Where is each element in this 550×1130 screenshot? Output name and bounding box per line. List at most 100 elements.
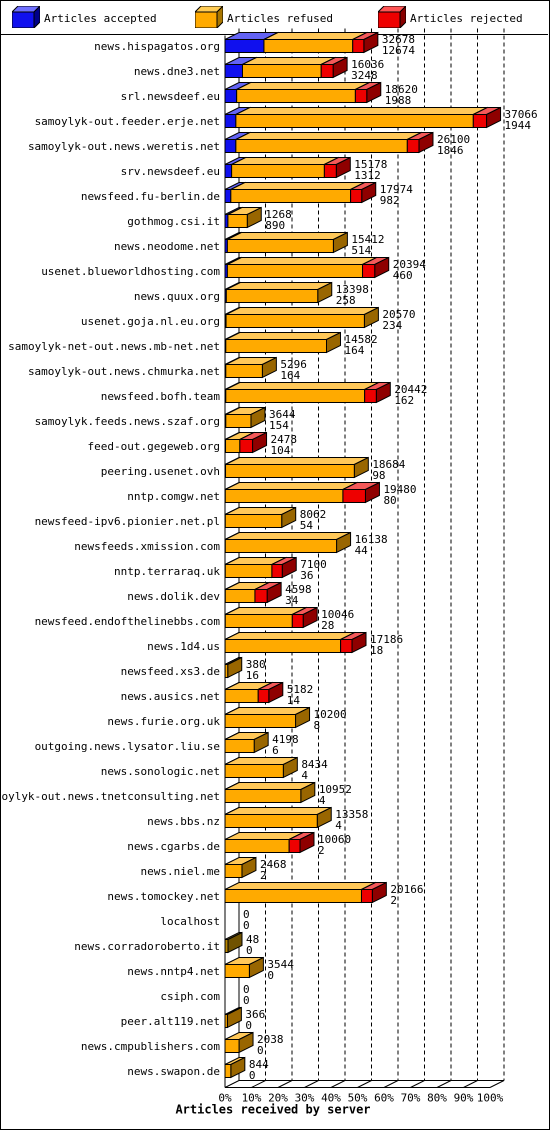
- total-label: 17186: [370, 633, 403, 646]
- bar-refused-top: [235, 132, 422, 140]
- bar-refused: [224, 589, 256, 603]
- x-tick-label-70: 70%: [401, 1092, 421, 1105]
- category-label: news.tomockey.net: [107, 890, 220, 903]
- total-label: 7100: [300, 558, 327, 571]
- bar-refused: [224, 614, 293, 628]
- bar-accepted: [224, 139, 237, 153]
- size-label: 0: [243, 919, 250, 932]
- category-label: news.quux.org: [134, 290, 220, 303]
- total-label: 20570: [382, 308, 415, 321]
- bar-refused: [225, 439, 241, 453]
- bar-refused: [224, 814, 318, 828]
- size-label: 54: [300, 519, 314, 532]
- category-label: samoylyk.feeds.news.szaf.org: [35, 415, 220, 428]
- bar-refused: [224, 864, 243, 878]
- category-label: newsfeed.xs3.de: [121, 665, 220, 678]
- total-label: 48: [246, 933, 259, 946]
- category-label: samoylyk-out.news.tnetconsulting.net: [0, 790, 220, 803]
- size-label: 1988: [385, 94, 412, 107]
- total-label: 4598: [285, 583, 312, 596]
- category-label: newsfeed.bofh.team: [101, 390, 221, 403]
- size-label: 1846: [437, 144, 464, 157]
- category-label: csiph.com: [160, 990, 220, 1003]
- bar-refused: [225, 389, 366, 403]
- x-tick-label-30: 30%: [295, 1092, 315, 1105]
- x-tick-label-10: 10%: [242, 1092, 262, 1105]
- total-label: 380: [246, 658, 266, 671]
- total-label: 5182: [287, 683, 314, 696]
- size-label: 2: [260, 869, 267, 882]
- bar-refused-top: [224, 882, 376, 890]
- bar-refused: [236, 89, 356, 103]
- size-label: 154: [269, 419, 289, 432]
- size-label: 258: [336, 294, 356, 307]
- category-label: feed-out.gegeweb.org: [88, 440, 220, 453]
- category-label: nntp.comgw.net: [127, 490, 220, 503]
- bar-refused: [227, 214, 248, 228]
- bar-refused-top: [225, 382, 379, 390]
- bar-refused: [224, 514, 283, 528]
- category-label: samoylyk-out.news.chmurka.net: [28, 365, 220, 378]
- x-tick-label-0: 0%: [218, 1092, 232, 1105]
- bar-refused: [225, 314, 365, 328]
- size-label: 164: [344, 344, 364, 357]
- category-label: localhost: [160, 915, 220, 928]
- category-label: news.furie.org.uk: [107, 715, 220, 728]
- total-label: 18684: [372, 458, 405, 471]
- bar-refused-top: [230, 182, 365, 190]
- bar-refused: [224, 714, 297, 728]
- legend-label-refused: Articles refused: [227, 12, 333, 25]
- category-label: peer.alt119.net: [121, 1015, 220, 1028]
- size-label: 0: [246, 944, 253, 957]
- total-label: 0: [243, 983, 250, 996]
- bar-refused: [225, 289, 319, 303]
- bar-small: [224, 939, 229, 953]
- bar-refused: [263, 39, 354, 53]
- bar-rejected: [472, 114, 488, 128]
- size-label: 234: [382, 319, 402, 332]
- total-label: 0: [243, 908, 250, 921]
- x-floor-tick-20: [277, 1080, 293, 1088]
- category-label: nntp.terraraq.uk: [114, 565, 220, 578]
- category-label: samoylyk-out.feeder.erje.net: [35, 115, 220, 128]
- x-floor-tick-60: [383, 1080, 399, 1088]
- category-label: usenet.goja.nl.eu.org: [81, 315, 220, 328]
- category-label: newsfeed.endofthelinebbs.com: [35, 615, 221, 628]
- bar-refused-top: [235, 107, 488, 115]
- total-label: 10046: [321, 608, 354, 621]
- category-label: samoylyk-net-out.news.mb-net.net: [8, 340, 220, 353]
- x-tick-label-50: 50%: [348, 1092, 368, 1105]
- total-label: 10952: [319, 783, 352, 796]
- bar-rejected: [360, 889, 373, 903]
- x-floor-tick-80: [436, 1080, 452, 1088]
- size-label: 98: [372, 469, 385, 482]
- size-label: 0: [243, 994, 250, 1007]
- total-label: 32678: [382, 33, 415, 46]
- bar-refused: [230, 189, 352, 203]
- bar-refused: [225, 414, 252, 428]
- total-label: 26100: [437, 133, 470, 146]
- category-label: newsfeed.fu-berlin.de: [81, 190, 220, 203]
- bar-refused: [235, 114, 474, 128]
- bar-refused: [224, 1064, 232, 1078]
- bar-refused: [226, 239, 334, 253]
- bar-refused: [224, 739, 255, 753]
- bar-refused: [224, 539, 338, 553]
- bar-refused-top: [225, 482, 358, 490]
- x-floor-tick-100: [489, 1080, 505, 1088]
- category-label: news.sonologic.net: [101, 765, 220, 778]
- size-label: 164: [280, 369, 300, 382]
- size-label: 0: [267, 969, 274, 982]
- bar-refused: [235, 139, 408, 153]
- bar-refused-top: [231, 157, 339, 165]
- total-label: 37066: [505, 108, 538, 121]
- category-label: news.dne3.net: [134, 65, 220, 78]
- size-label: 8: [314, 719, 321, 732]
- category-label: news.hispagatos.org: [94, 40, 220, 53]
- bar-accepted: [224, 189, 232, 203]
- bar-refused-top: [224, 632, 355, 640]
- bar-refused: [224, 839, 290, 853]
- size-label: 890: [265, 219, 285, 232]
- bar-accepted: [224, 64, 243, 78]
